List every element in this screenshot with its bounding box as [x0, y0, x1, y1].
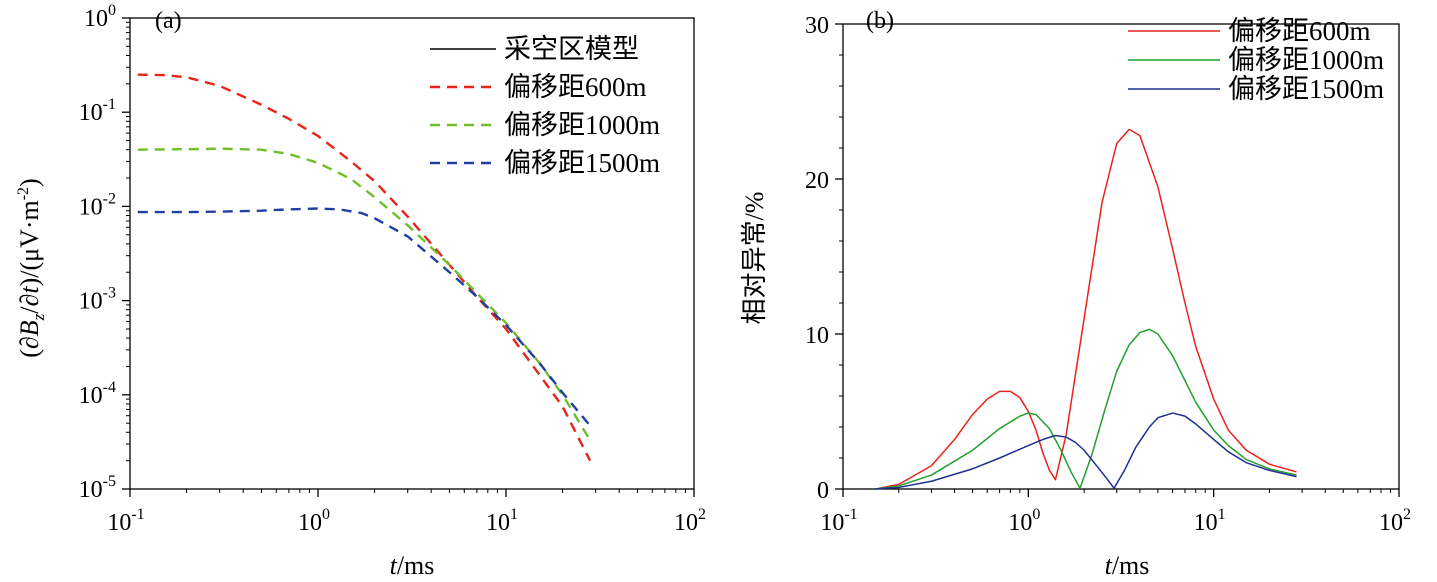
y-tick-label: 100 [84, 2, 116, 32]
y-tick-label: 10-5 [79, 473, 116, 503]
y-tick-label: 10-4 [79, 379, 116, 409]
y-tick-label: 20 [805, 168, 829, 194]
panel-a: (a) 10-1 100 101 102 100 10-1 10-2 10-3 10-4 10-… [15, 2, 706, 580]
x-tick-label: 100 [298, 506, 330, 536]
y-tick-label: 10-3 [79, 285, 116, 315]
x-tick-label: 10-1 [107, 506, 144, 536]
x-tick-label: 102 [674, 506, 706, 536]
series-line-3 [137, 207, 591, 427]
legend-label-0: 偏移距600m [1228, 16, 1371, 46]
series-line-1 [875, 328, 1297, 490]
x-tick-label: 10-1 [820, 506, 857, 536]
panel-b-y-axis: 0 10 20 30 [805, 13, 843, 504]
panel-b-series [875, 128, 1297, 490]
series-line-2 [137, 147, 592, 441]
legend-label-1: 偏移距1000m [1228, 45, 1384, 75]
legend-label-2: 偏移距1500m [1228, 74, 1384, 104]
panel-b: (b) 10-1 100 101 102 0 10 20 30 偏移距600m偏移距1000… [740, 8, 1411, 580]
panel-a-y-axis: 100 10-1 10-2 10-3 10-4 10-5 [79, 2, 130, 503]
x-tick-label: 102 [1379, 506, 1411, 536]
legend-label-1: 偏移距600m [504, 72, 647, 102]
panel-b-plot-frame [842, 23, 1400, 490]
panel-b-x-axis: 10-1 100 101 102 [820, 489, 1411, 536]
legend-label-2: 偏移距1000m [504, 110, 660, 140]
panel-b-y-axis-title: 相对异常/% [740, 192, 769, 325]
y-tick-label: 0 [817, 478, 829, 504]
panel-b-label: (b) [866, 8, 894, 34]
x-tick-label: 101 [1194, 506, 1226, 536]
legend-label-0: 采空区模型 [504, 34, 639, 64]
panel-a-label: (a) [155, 8, 182, 34]
panel-a-x-axis-title: t/ms [390, 551, 435, 580]
panel-a-x-axis: 10-1 100 101 102 [107, 489, 706, 536]
panel-a-series [137, 73, 592, 462]
legend-label-3: 偏移距1500m [504, 148, 660, 178]
panel-b-x-axis-title: t/ms [1105, 551, 1150, 580]
series-line-2 [875, 412, 1297, 490]
y-tick-label: 10-2 [79, 190, 116, 220]
x-tick-label: 101 [486, 506, 518, 536]
panel-a-plot-frame [129, 17, 695, 490]
x-tick-label: 100 [1008, 506, 1040, 536]
y-tick-label: 10-1 [79, 96, 116, 126]
y-tick-label: 30 [805, 13, 829, 39]
y-tick-label: 10 [805, 323, 829, 349]
panel-a-y-axis-title: (∂Bz/∂t)/(μV·m-2) [15, 178, 48, 357]
series-line-0 [875, 128, 1297, 490]
